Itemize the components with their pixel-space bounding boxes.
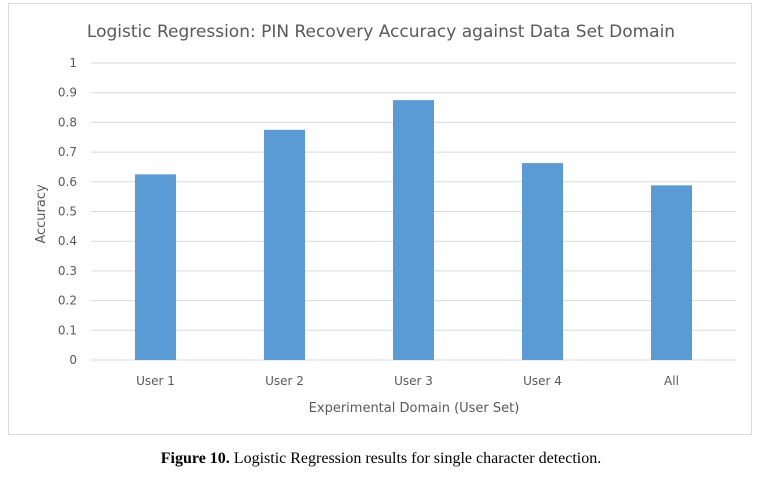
y-tick-label: 1 xyxy=(69,56,77,70)
y-tick-label: 0 xyxy=(69,353,77,367)
y-tick-label: 0.5 xyxy=(58,205,77,219)
bars xyxy=(135,100,692,360)
bar xyxy=(393,100,434,360)
x-tick-label: All xyxy=(664,374,679,388)
figure-caption: Figure 10. Logistic Regression results f… xyxy=(0,450,762,468)
x-tick-label: User 1 xyxy=(136,374,175,388)
y-tick-label: 0.7 xyxy=(58,145,77,159)
figure-caption-label: Figure 10. xyxy=(160,450,230,467)
bar xyxy=(264,129,305,360)
y-tick-label: 0.6 xyxy=(58,175,77,189)
y-axis-title: Accuracy xyxy=(34,184,49,244)
chart-frame: Logistic Regression: PIN Recovery Accura… xyxy=(8,3,752,435)
y-tick-label: 0.1 xyxy=(58,323,77,337)
chart-title: Logistic Regression: PIN Recovery Accura… xyxy=(87,22,675,42)
y-tick-label: 0.4 xyxy=(58,234,77,248)
bar-chart: Logistic Regression: PIN Recovery Accura… xyxy=(34,22,736,416)
x-tick-label: User 2 xyxy=(265,374,304,388)
y-tick-label: 0.3 xyxy=(58,264,77,278)
x-axis-ticks: User 1 User 2 User 3 User 4 All xyxy=(136,374,679,388)
figure-caption-text: Logistic Regression results for single c… xyxy=(229,450,602,467)
x-tick-label: User 4 xyxy=(523,374,562,388)
x-axis-title: Experimental Domain (User Set) xyxy=(309,401,520,416)
y-tick-label: 0.9 xyxy=(58,86,77,100)
bar xyxy=(651,185,692,360)
x-tick-label: User 3 xyxy=(394,374,433,388)
y-tick-label: 0.2 xyxy=(58,294,77,308)
y-tick-label: 0.8 xyxy=(58,115,77,129)
bar xyxy=(135,174,176,360)
y-axis-ticks: 0 0.1 0.2 0.3 0.4 0.5 0.6 0.7 0.8 0.9 1 xyxy=(58,56,77,367)
bar xyxy=(522,163,563,360)
